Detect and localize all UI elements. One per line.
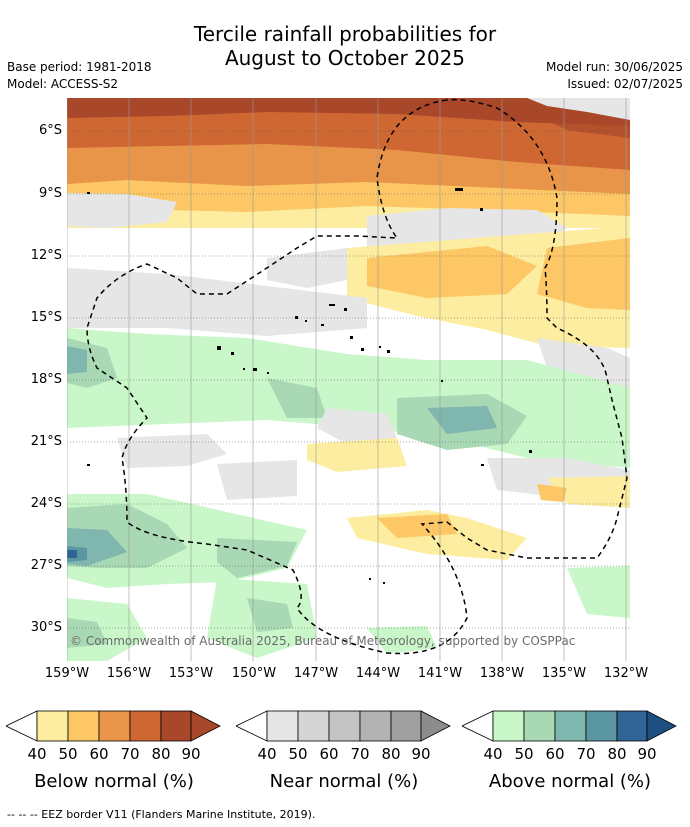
colorbar-above xyxy=(461,710,678,746)
colorbar-near-label: Near normal (%) xyxy=(269,771,419,792)
lat-label: 18°S xyxy=(30,372,62,387)
lon-label: 159°W xyxy=(44,666,90,681)
lon-label: 135°W xyxy=(541,666,587,681)
colorbar-tick: 90 xyxy=(637,745,657,763)
lat-label: 6°S xyxy=(38,123,62,138)
lat-label: 9°S xyxy=(38,186,62,201)
colorbar-below-swatches xyxy=(5,710,221,742)
lat-label: 30°S xyxy=(30,620,62,635)
lat-label: 12°S xyxy=(30,248,62,263)
colorbar-above-label: Above normal (%) xyxy=(488,771,652,792)
lon-label: 147°W xyxy=(293,666,339,681)
colorbar-near xyxy=(235,710,452,746)
eez-border-note: -- -- -- EEZ border V11 (Flanders Marine… xyxy=(7,808,316,821)
colorbar-tick: 50 xyxy=(288,745,308,763)
colorbar-tick: 80 xyxy=(381,745,401,763)
lon-label: 150°W xyxy=(231,666,277,681)
colorbar-tick: 40 xyxy=(483,745,503,763)
issued-date: Issued: 02/07/2025 xyxy=(567,77,683,91)
lat-label: 21°S xyxy=(30,434,62,449)
map-canvas xyxy=(67,98,630,661)
colorbar-tick: 60 xyxy=(545,745,565,763)
colorbar-tick: 70 xyxy=(350,745,370,763)
colorbar-below-label: Below normal (%) xyxy=(34,771,194,792)
colorbar-above-swatches xyxy=(461,710,677,742)
lat-label: 24°S xyxy=(30,496,62,511)
lon-label: 144°W xyxy=(355,666,401,681)
colorbar-near-swatches xyxy=(235,710,451,742)
lon-label: 141°W xyxy=(417,666,463,681)
colorbar-tick: 40 xyxy=(257,745,277,763)
title-line-2: August to October 2025 xyxy=(224,46,466,70)
colorbar-below xyxy=(5,710,222,746)
meta-right: Model run: 30/06/2025 Issued: 02/07/2025 xyxy=(546,59,683,93)
colorbar-tick: 80 xyxy=(151,745,171,763)
colorbar-tick: 50 xyxy=(58,745,78,763)
copyright-notice: © Commonwealth of Australia 2025, Bureau… xyxy=(70,634,576,648)
lon-label: 156°W xyxy=(106,666,152,681)
colorbar-tick: 40 xyxy=(27,745,47,763)
lon-label: 153°W xyxy=(168,666,214,681)
colorbar-tick: 70 xyxy=(120,745,140,763)
colorbar-tick: 90 xyxy=(411,745,431,763)
probability-map xyxy=(67,98,630,661)
colorbar-tick: 60 xyxy=(89,745,109,763)
map-title: Tercile rainfall probabilities for Augus… xyxy=(0,22,690,70)
lon-label: 138°W xyxy=(479,666,525,681)
colorbar-tick: 50 xyxy=(514,745,534,763)
lat-label: 15°S xyxy=(30,310,62,325)
lon-label: 132°W xyxy=(603,666,649,681)
lat-label: 27°S xyxy=(30,558,62,573)
colorbar-tick: 60 xyxy=(319,745,339,763)
base-period: Base period: 1981-2018 xyxy=(7,60,152,74)
title-line-1: Tercile rainfall probabilities for xyxy=(193,22,497,46)
colorbar-tick: 80 xyxy=(607,745,627,763)
colorbar-tick: 70 xyxy=(576,745,596,763)
meta-left: Base period: 1981-2018 Model: ACCESS-S2 xyxy=(7,59,152,93)
model-run: Model run: 30/06/2025 xyxy=(545,60,683,74)
colorbar-tick: 90 xyxy=(181,745,201,763)
model-name: Model: ACCESS-S2 xyxy=(7,77,119,91)
